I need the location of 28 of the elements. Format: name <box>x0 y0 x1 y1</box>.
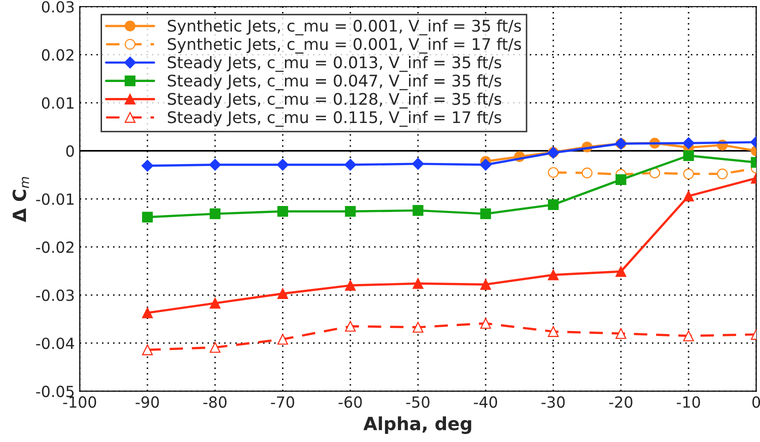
x-tick-label: -60 <box>338 396 362 408</box>
y-tick-label: 0 <box>66 145 74 157</box>
legend-label: Steady Jets, c_mu = 0.013, V_inf = 35 ft/s <box>168 56 502 72</box>
y-tick-label: -0.02 <box>36 241 74 253</box>
y-tick-label: 0.02 <box>42 49 74 61</box>
legend-label: Steady Jets, c_mu = 0.115, V_inf = 17 ft/s <box>168 110 502 127</box>
legend-label: Steady Jets, c_mu = 0.047, V_inf = 35 ft/s <box>168 74 502 90</box>
x-tick-label: -50 <box>406 396 430 408</box>
y-axis-title: Δ C$_{m}$ <box>12 177 29 222</box>
x-tick-label: -90 <box>136 396 159 408</box>
x-tick-label: -40 <box>474 396 498 408</box>
x-tick-label: -70 <box>270 396 294 408</box>
legend-label: Synthetic Jets, c_mu = 0.001, V_inf = 35 ft/s <box>168 19 521 36</box>
x-tick-label: 0 <box>752 396 760 408</box>
x-tick-label: -30 <box>542 396 565 408</box>
y-tick-label: -0.05 <box>36 386 74 398</box>
y-tick-label: -0.03 <box>36 290 74 302</box>
y-tick-label: -0.01 <box>36 193 74 205</box>
y-tick-label: 0.03 <box>42 1 74 13</box>
legend-label: Steady Jets, c_mu = 0.128, V_inf = 35 ft/s <box>168 92 502 109</box>
x-tick-label: -100 <box>63 396 96 408</box>
x-axis-title: Alpha, deg <box>363 416 472 434</box>
x-tick-label: -80 <box>203 396 227 408</box>
y-tick-label: 0.01 <box>42 97 74 109</box>
legend-label: Synthetic Jets, c_mu = 0.001, V_inf = 17 ft/s <box>168 38 521 54</box>
y-tick-label: -0.04 <box>36 338 74 350</box>
x-tick-label: -10 <box>676 396 700 408</box>
x-tick-label: -20 <box>609 396 632 408</box>
